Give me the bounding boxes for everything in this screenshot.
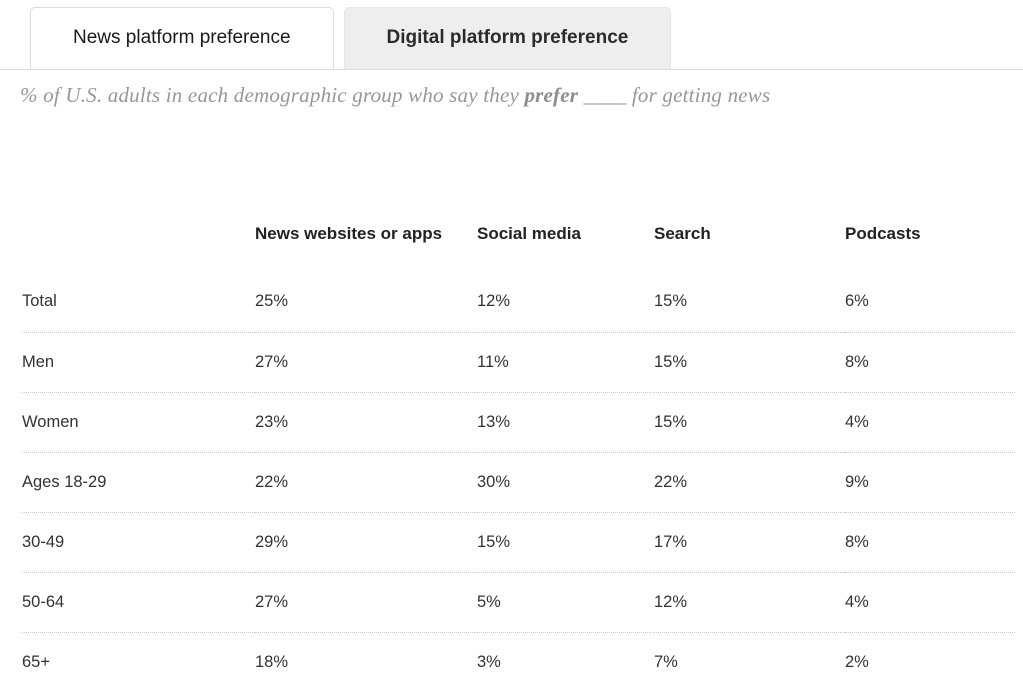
cell-value: 23% <box>255 392 477 453</box>
cell-value: 17% <box>654 512 845 573</box>
cell-value: 13% <box>477 392 654 453</box>
row-label: Women <box>22 392 255 453</box>
cell-value: 27% <box>255 572 477 633</box>
table-row-total: Total 25% 12% 15% 6% <box>22 272 1015 333</box>
table-header-row: News websites or apps Social media Searc… <box>22 224 1015 272</box>
subtitle-bold-word: prefer <box>524 83 579 107</box>
cell-value: 22% <box>255 452 477 513</box>
cell-value: 4% <box>845 572 1015 633</box>
cell-value: 11% <box>477 332 654 393</box>
cell-value: 30% <box>477 452 654 513</box>
column-header-search: Search <box>654 224 711 243</box>
tab-news-platform-preference[interactable]: News platform preference <box>30 7 334 69</box>
tab-bar: News platform preference Digital platfor… <box>0 0 1023 70</box>
cell-value: 3% <box>477 632 654 688</box>
cell-value: 15% <box>654 392 845 453</box>
cell-value: 27% <box>255 332 477 393</box>
cell-value: 6% <box>845 272 1015 333</box>
cell-value: 8% <box>845 512 1015 573</box>
row-label: 30-49 <box>22 512 255 573</box>
column-header-social-media: Social media <box>477 224 581 243</box>
cell-value: 12% <box>654 572 845 633</box>
cell-value: 15% <box>654 332 845 393</box>
cell-value: 15% <box>477 512 654 573</box>
subtitle-part2: ____ for getting news <box>578 83 771 107</box>
cell-value: 8% <box>845 332 1015 393</box>
cell-value: 15% <box>654 272 845 333</box>
cell-value: 2% <box>845 632 1015 688</box>
row-label: Ages 18-29 <box>22 452 255 513</box>
cell-value: 9% <box>845 452 1015 513</box>
column-header-podcasts: Podcasts <box>845 224 921 243</box>
column-header-news-websites: News websites or apps <box>255 224 443 243</box>
table-row-ages-18-29: Ages 18-29 22% 30% 22% 9% <box>22 452 1015 513</box>
cell-value: 18% <box>255 632 477 688</box>
row-label: Men <box>22 332 255 393</box>
chart-subtitle: % of U.S. adults in each demographic gro… <box>20 83 1003 108</box>
row-label: Total <box>22 272 255 333</box>
table-row-30-49: 30-49 29% 15% 17% 8% <box>22 512 1015 573</box>
table-row-women: Women 23% 13% 15% 4% <box>22 392 1015 453</box>
cell-value: 29% <box>255 512 477 573</box>
cell-value: 5% <box>477 572 654 633</box>
cell-value: 4% <box>845 392 1015 453</box>
tab-digital-platform-preference[interactable]: Digital platform preference <box>343 7 672 69</box>
cell-value: 22% <box>654 452 845 513</box>
cell-value: 12% <box>477 272 654 333</box>
cell-value: 25% <box>255 272 477 333</box>
row-label: 50-64 <box>22 572 255 633</box>
preference-table: News websites or apps Social media Searc… <box>22 224 1015 688</box>
table-row-men: Men 27% 11% 15% 8% <box>22 332 1015 393</box>
table-row-65-plus: 65+ 18% 3% 7% 2% <box>22 632 1015 688</box>
subtitle-part1: % of U.S. adults in each demographic gro… <box>20 83 525 107</box>
row-label: 65+ <box>22 632 255 688</box>
column-header-empty <box>22 224 255 272</box>
table-row-50-64: 50-64 27% 5% 12% 4% <box>22 572 1015 633</box>
cell-value: 7% <box>654 632 845 688</box>
